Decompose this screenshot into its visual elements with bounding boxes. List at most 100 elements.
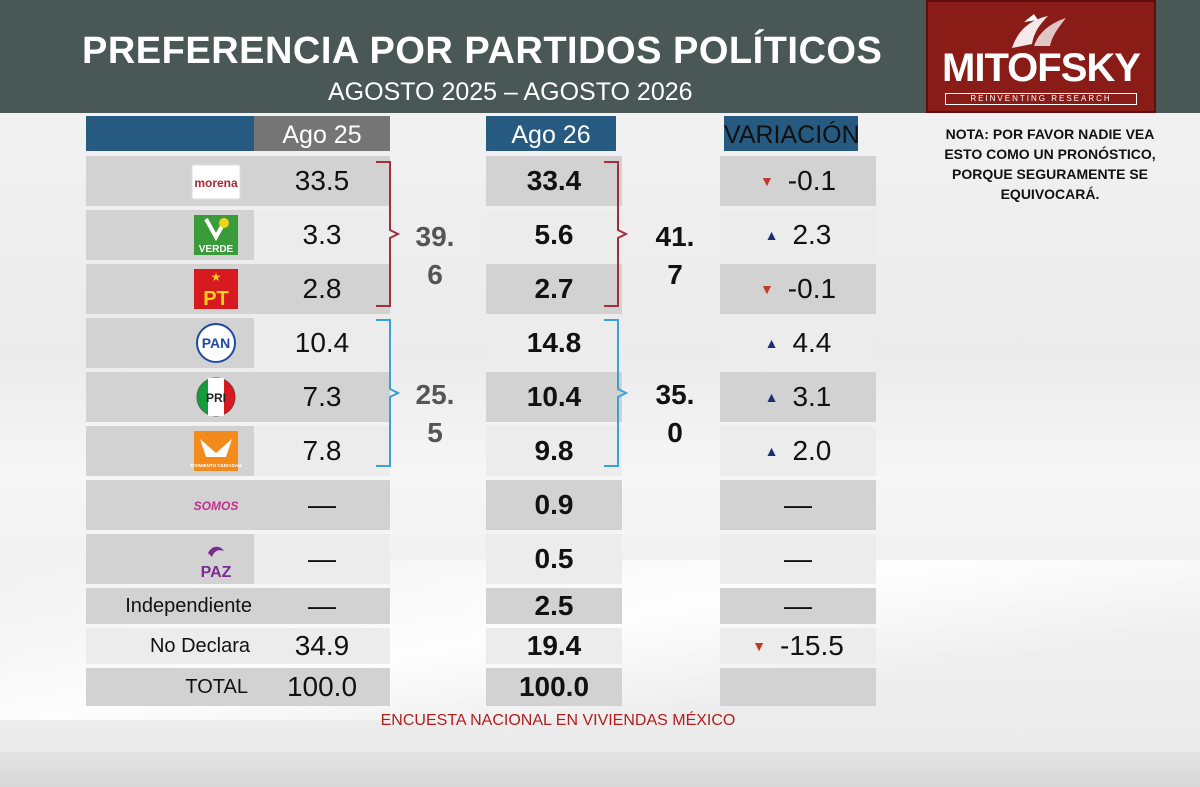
ago26-cell: 14.8 <box>486 318 622 368</box>
variation-value: — <box>784 543 812 574</box>
variation-cell: — <box>720 588 876 624</box>
variation-cell: ▼ -15.5 <box>720 628 876 664</box>
triangle-down-icon: ▼ <box>759 281 774 297</box>
svg-text:PT: PT <box>203 288 229 310</box>
coalition-total-line: 25. <box>415 379 455 410</box>
verde-logo-icon: VERDE <box>194 215 238 255</box>
mitofsky-logo: MITOFSKY REINVENTING RESEARCH <box>926 0 1156 113</box>
ago25-cell-value: 34.9 <box>294 630 350 661</box>
ago25-cell-value: 10.4 <box>294 327 350 358</box>
row-label-text: Independiente <box>125 594 252 617</box>
variation-value: -0.1 <box>787 273 837 304</box>
column-header-ago26: Ago 26 <box>486 116 616 151</box>
variation-cell: — <box>720 534 876 584</box>
page-title: PREFERENCIA POR PARTIDOS POLÍTICOS <box>82 30 883 72</box>
ago26-cell: 2.7 <box>486 264 622 314</box>
variation-value: -15.5 <box>780 630 844 661</box>
coalition-total-line: 35. <box>655 379 695 410</box>
somos-logo-icon: SOMOS <box>194 499 239 513</box>
ago25-cell: 100.0 <box>254 668 390 706</box>
ago25-cell: 34.9 <box>254 628 390 664</box>
ago25-cell: 33.5 <box>254 156 390 206</box>
ago25-cell-value: 3.3 <box>302 219 342 250</box>
variation-value: 2.0 <box>792 435 832 466</box>
svg-text:PAN: PAN <box>202 335 231 351</box>
logo-text: MITOFSKY <box>942 46 1141 90</box>
variation-value: 4.4 <box>792 327 832 358</box>
variation-cell: — <box>720 480 876 530</box>
svg-text:VERDE: VERDE <box>199 244 234 255</box>
svg-text:PAZ: PAZ <box>201 564 232 581</box>
paz-logo-icon: PAZ <box>201 546 232 581</box>
ago26-cell-value: 100.0 <box>518 671 590 702</box>
variation-value: -0.1 <box>787 165 837 196</box>
ago26-cell: 0.5 <box>486 534 622 584</box>
ago25-cell-value: 100.0 <box>286 671 358 702</box>
somos-logo: SOMOS <box>190 483 242 527</box>
coalition-total-ago25: 39. 6 <box>400 218 470 294</box>
pt-logo-icon: ★ PT <box>194 269 238 310</box>
triangle-up-icon: ▲ <box>764 227 779 243</box>
ago26-cell-value: 19.4 <box>526 630 582 661</box>
variation-cell: ▼ -0.1 <box>720 156 876 206</box>
row-label-text: TOTAL <box>185 675 248 698</box>
morena-logo-icon: morena <box>191 164 241 200</box>
verde-logo: VERDE <box>190 213 242 257</box>
triangle-up-icon: ▲ <box>764 389 779 405</box>
row-label: No Declara <box>86 628 254 664</box>
coalition-total-line: 5 <box>427 417 443 448</box>
coalition-total-ago25: 25. 5 <box>400 376 470 452</box>
variation-value: 2.3 <box>792 219 832 250</box>
bottom-band <box>0 752 1200 787</box>
logo-emblem-icon <box>1012 14 1066 48</box>
row-label: TOTAL <box>86 668 254 706</box>
coalition-total-line: 0 <box>667 417 683 448</box>
svg-text:SOMOS: SOMOS <box>194 499 239 513</box>
triangle-down-icon: ▼ <box>752 638 767 654</box>
variation-cell <box>720 668 876 706</box>
ago26-cell-value: 14.8 <box>526 327 582 358</box>
pt-logo: ★ PT <box>190 267 242 311</box>
ago25-cell-value: — <box>308 590 336 621</box>
ago25-cell: — <box>254 534 390 584</box>
coalition-total-line: 7 <box>667 259 683 290</box>
logo-tagline: REINVENTING RESEARCH <box>945 93 1137 105</box>
ago26-cell-value: 2.7 <box>534 273 574 304</box>
column-header-variation: VARIACIÓN <box>724 116 860 151</box>
ago25-cell: — <box>254 588 390 624</box>
variation-cell: ▲ 3.1 <box>720 372 876 422</box>
ago25-cell: 10.4 <box>254 318 390 368</box>
pan-logo-icon: PAN <box>196 323 236 363</box>
triangle-up-icon: ▲ <box>764 443 779 459</box>
page-subtitle: AGOSTO 2025 – AGOSTO 2026 <box>328 78 693 106</box>
ago25-cell-value: 7.8 <box>302 435 342 466</box>
variation-value: 3.1 <box>792 381 832 412</box>
variation-cell: ▲ 2.0 <box>720 426 876 476</box>
ago26-cell: 33.4 <box>486 156 622 206</box>
ago25-cell: 3.3 <box>254 210 390 260</box>
pri-logo-icon: PRI <box>196 377 236 417</box>
row-label <box>86 480 254 530</box>
coalition-total-line: 6 <box>427 259 443 290</box>
ago26-cell-value: 10.4 <box>526 381 582 412</box>
pri-logo: PRI <box>190 375 242 419</box>
ago25-cell-value: 2.8 <box>302 273 342 304</box>
ago25-cell: 7.3 <box>254 372 390 422</box>
row-label: Independiente <box>86 588 254 624</box>
ago26-cell: 5.6 <box>486 210 622 260</box>
coalition-total-ago26: 35. 0 <box>640 376 710 452</box>
coalition-total-line: 41. <box>655 221 695 252</box>
column-header-ago25: Ago 25 <box>254 116 390 151</box>
label-column-header <box>86 116 254 151</box>
ago26-cell: 9.8 <box>486 426 622 476</box>
ago25-cell-value: 7.3 <box>302 381 342 412</box>
ago26-cell: 19.4 <box>486 628 622 664</box>
variation-value: — <box>784 489 812 520</box>
ago25-cell: 2.8 <box>254 264 390 314</box>
ago26-cell: 0.9 <box>486 480 622 530</box>
ago26-cell: 100.0 <box>486 668 622 706</box>
triangle-up-icon: ▲ <box>764 335 779 351</box>
disclaimer-note: NOTA: POR FAVOR NADIE VEA ESTO COMO UN P… <box>944 126 1156 202</box>
svg-text:morena: morena <box>194 176 238 190</box>
ago26-cell: 2.5 <box>486 588 622 624</box>
